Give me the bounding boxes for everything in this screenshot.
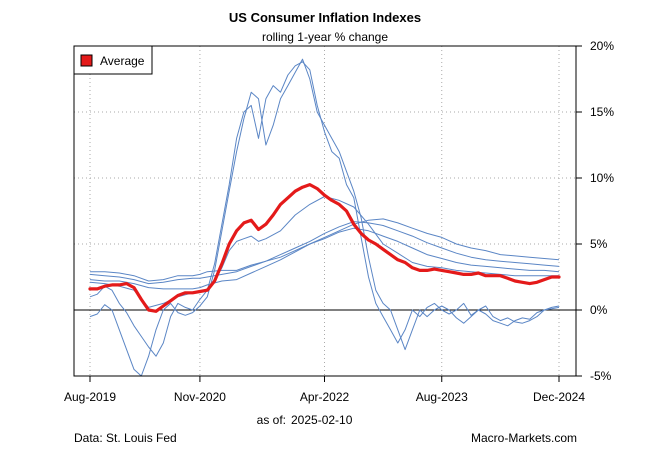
legend-box xyxy=(73,45,153,75)
legend-swatch xyxy=(80,54,93,67)
x-tick-label: Nov-2020 xyxy=(174,390,226,404)
series-line-2 xyxy=(89,221,560,285)
series-line-5 xyxy=(89,61,560,357)
x-tick-label: Aug-2023 xyxy=(416,390,468,404)
legend-label: Average xyxy=(100,54,145,68)
average-line-group xyxy=(88,183,561,313)
axes: Aug-2019 Nov-2020 Apr-2022 Aug-2023 Dec-2024… xyxy=(64,39,614,404)
source-note: Data: St. Louis Fed xyxy=(74,431,177,445)
legend: Average xyxy=(73,45,153,75)
series-line-3 xyxy=(89,227,560,290)
x-tick-label: Aug-2019 xyxy=(64,390,116,404)
y-tick-label: 5% xyxy=(590,237,608,251)
y-tick-label: -5% xyxy=(590,369,612,383)
y-tick-label: 10% xyxy=(590,171,614,185)
as-of-date: 2025-02-10 xyxy=(291,413,353,427)
chart-subtitle: rolling 1-year % change xyxy=(262,30,388,44)
series-line-1 xyxy=(90,218,560,282)
series-line-6 xyxy=(89,58,560,377)
y-tick-label: 20% xyxy=(590,39,614,53)
y-tick-label: 15% xyxy=(590,105,614,119)
as-of-label: as of: xyxy=(257,413,286,427)
x-tick-label: Dec-2024 xyxy=(533,390,585,404)
credit-note: Macro-Markets.com xyxy=(471,431,577,445)
grid-lines xyxy=(74,45,576,377)
y-tick-label: 0% xyxy=(590,303,608,317)
plot-frame xyxy=(73,45,577,377)
average-line xyxy=(88,183,561,313)
chart-title: US Consumer Inflation Indexes xyxy=(229,10,421,25)
x-tick-label: Apr-2022 xyxy=(300,390,350,404)
